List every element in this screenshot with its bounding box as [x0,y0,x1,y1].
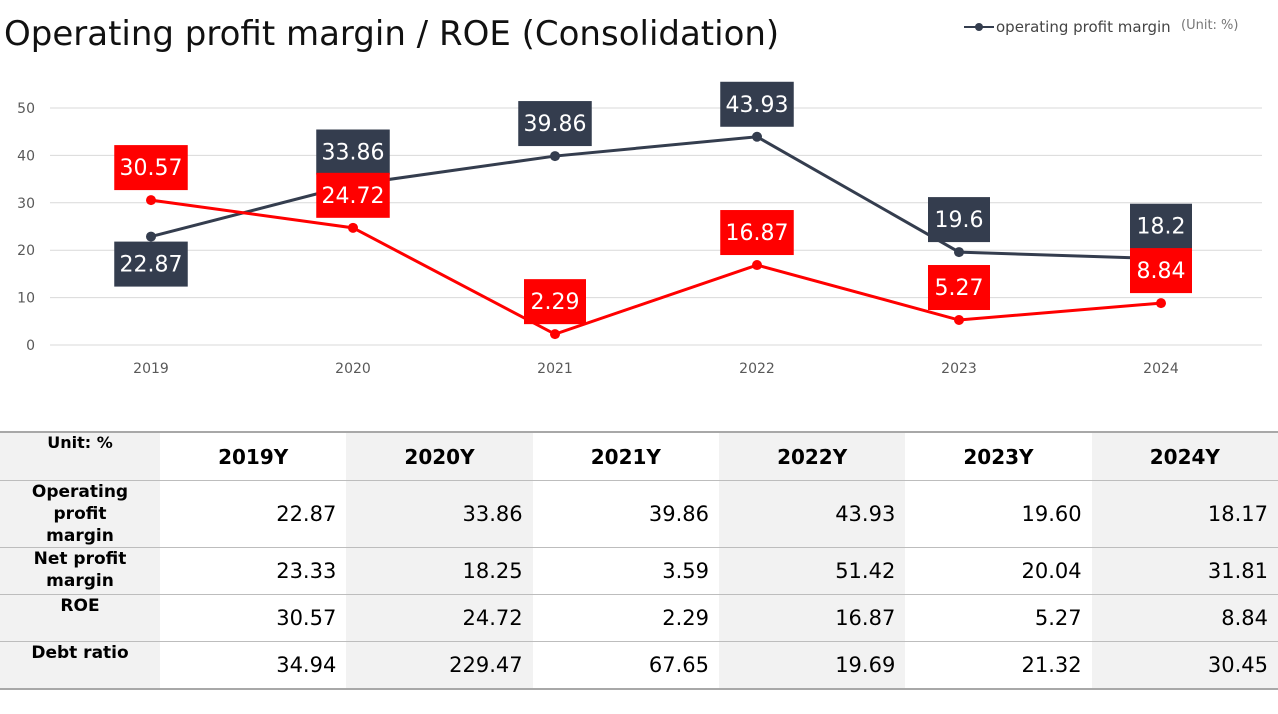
data-label-roe: 2.29 [531,290,580,315]
table-header-cell: 2020Y [346,431,533,481]
data-label-roe: 24.72 [322,184,385,209]
table-cell: 22.87 [160,480,347,548]
data-label-roe: 16.87 [726,221,789,246]
table-cell: 23.33 [160,547,347,595]
data-label-box-opm [316,129,390,175]
data-label-box-opm [518,101,592,147]
table-cell: 18.25 [346,547,533,595]
data-point-roe [550,329,560,340]
y-tick-label: 50 [17,101,35,117]
data-point-roe [348,222,358,233]
x-tick-label: 2022 [739,361,775,377]
table-row: Debt ratio 34.94 229.47 67.65 19.69 21.3… [0,641,1278,690]
data-point-opm [954,247,964,258]
data-point-roe [146,195,156,206]
y-tick-label: 40 [17,148,35,164]
x-tick-label: 2023 [941,361,977,377]
table-cell: 3.59 [532,547,719,595]
x-tick-label: 2020 [335,361,371,377]
table-cell: 30.45 [1091,641,1278,690]
y-tick-label: 10 [17,291,35,307]
table-row: ROE 30.57 24.72 2.29 16.87 5.27 8.84 [0,594,1278,642]
table-header-cell: 2022Y [718,431,906,481]
table-cell: 18.17 [1091,480,1278,548]
data-point-roe [1156,298,1166,309]
table-row-label: Debt ratio [0,641,160,690]
legend-label: operating profit margin [996,18,1171,36]
table-cell: 229.47 [346,641,533,690]
data-point-roe [954,315,964,326]
data-label-box-roe [524,279,586,325]
table-header-cell: 2024Y [1091,431,1278,481]
table-cell: 39.86 [532,480,719,548]
y-tick-label: 0 [26,338,35,354]
data-label-box-roe [316,172,390,218]
table-row: Operating profit margin 22.87 33.86 39.86… [0,480,1278,548]
table-cell: 5.27 [905,594,1092,642]
data-label-box-opm [1130,203,1192,249]
table-cell: 34.94 [160,641,347,690]
table-row: Net profit margin 23.33 18.25 3.59 51.42… [0,547,1278,595]
x-tick-label: 2024 [1143,361,1179,377]
data-label-box-roe [720,210,794,256]
chart-unit-label: (Unit: %) [1181,18,1239,33]
legend-line-marker-icon [964,21,994,33]
table-header-cell: 2019Y [160,431,347,481]
table-unit-label: Unit: % [0,431,160,481]
data-label-opm: 22.87 [120,253,183,278]
data-label-box-opm [720,81,794,127]
table-row-label: ROE [0,594,160,642]
table-cell: 19.60 [905,480,1092,548]
data-point-roe [752,260,762,271]
table-row-label: Net profit margin [0,547,160,595]
x-tick-label: 2019 [133,361,169,377]
data-label-opm: 18.2 [1137,215,1186,240]
table-row-label: Operating profit margin [0,480,160,548]
table-cell: 30.57 [160,594,347,642]
data-label-opm: 19.6 [935,208,984,233]
data-label-box-roe [928,265,990,311]
table-cell: 20.04 [905,547,1092,595]
table-cell: 51.42 [718,547,906,595]
data-label-box-roe [114,145,188,191]
data-table: Unit: % 2019Y 2020Y 2021Y 2022Y 2023Y 20… [0,431,1278,690]
table-cell: 31.81 [1091,547,1278,595]
table-cell: 67.65 [532,641,719,690]
data-label-box-opm [114,241,188,287]
table-cell: 24.72 [346,594,533,642]
table-cell: 8.84 [1091,594,1278,642]
table-cell: 33.86 [346,480,533,548]
page-title: Operating profit margin / ROE (Consolida… [4,14,780,54]
data-label-roe: 30.57 [120,156,183,181]
line-chart: 0 10 20 30 40 50 2019 2020 2021 2022 2023 2024 22.87… [17,81,1262,377]
data-label-box-roe [1130,248,1192,294]
table-cell: 21.32 [905,641,1092,690]
data-label-box-opm [928,197,990,243]
y-tick-label: 20 [17,243,35,259]
table-cell: 43.93 [718,480,906,548]
data-point-opm [146,231,156,242]
data-label-opm: 39.86 [524,112,587,137]
table-header-cell: 2023Y [905,431,1092,481]
data-label-opm: 33.86 [322,141,385,166]
data-point-opm [752,131,762,142]
table-header-cell: 2021Y [532,431,719,481]
table-header-row: Unit: % 2019Y 2020Y 2021Y 2022Y 2023Y 20… [0,431,1278,481]
series-line-roe [150,198,1162,336]
chart-legend: operating profit margin [964,18,1171,36]
data-label-roe: 5.27 [935,276,984,301]
data-label-roe: 8.84 [1137,259,1186,284]
table-cell: 2.29 [532,594,719,642]
x-tick-label: 2021 [537,361,573,377]
data-point-opm [550,151,560,162]
table-cell: 16.87 [718,594,906,642]
table-cell: 19.69 [718,641,906,690]
data-label-opm: 43.93 [726,93,789,118]
y-tick-label: 30 [17,196,35,212]
